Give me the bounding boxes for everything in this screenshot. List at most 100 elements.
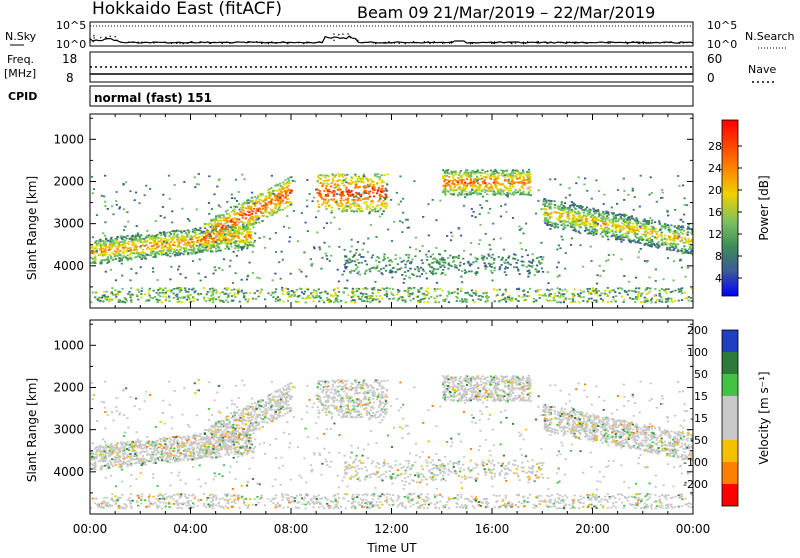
power-point [324, 290, 327, 293]
power-point [130, 256, 133, 259]
power-point [683, 251, 686, 254]
power-point [168, 249, 171, 251]
power-point [475, 189, 479, 192]
power-point [245, 202, 248, 205]
power-point [635, 226, 638, 229]
power-point [520, 191, 523, 194]
power-point [362, 192, 365, 195]
power-point [255, 197, 258, 200]
power-point [336, 188, 339, 191]
power-point [654, 280, 657, 282]
power-point [270, 294, 273, 297]
power-point [486, 170, 489, 173]
power-point [138, 202, 141, 205]
power-point [186, 251, 190, 254]
power-point [383, 255, 386, 258]
noise-dot [383, 41, 385, 44]
power-point [173, 241, 176, 244]
power-point [490, 269, 493, 272]
power-point [368, 207, 371, 210]
power-point [561, 238, 564, 241]
noise-search-label: N.Search [745, 30, 795, 43]
power-point [347, 261, 350, 264]
power-point [342, 291, 345, 294]
power-point [554, 178, 557, 181]
power-point [400, 267, 403, 269]
noise-dot [679, 42, 681, 44]
power-point [645, 233, 648, 236]
power-point [318, 248, 322, 251]
power-point [463, 262, 466, 265]
power-point [655, 233, 658, 235]
power-point [480, 257, 484, 259]
power-point [91, 236, 94, 239]
power-point [252, 226, 255, 229]
power-point [175, 253, 178, 256]
power-point [198, 232, 201, 235]
power-point [350, 203, 354, 205]
power-point [546, 224, 549, 226]
power-point [164, 287, 167, 290]
power-point [514, 257, 517, 260]
power-point [128, 291, 131, 293]
noise-dot [536, 41, 538, 43]
power-point [162, 289, 165, 291]
power-point [229, 233, 232, 235]
power-point [164, 298, 168, 301]
power-point [582, 296, 585, 298]
power-point [391, 267, 394, 269]
power-point [92, 262, 95, 265]
power-point [528, 181, 531, 184]
power-point [227, 246, 230, 249]
cpid-text: normal (fast) 151 [94, 91, 212, 105]
power-point [399, 296, 402, 299]
power-point [210, 222, 213, 225]
power-point [191, 230, 194, 233]
power-point [324, 179, 327, 182]
power-point [321, 174, 325, 177]
power-point [236, 245, 239, 248]
power-point [102, 240, 105, 242]
power-point [337, 208, 340, 210]
power-point [667, 226, 670, 228]
power-point [384, 294, 387, 296]
power-point [185, 233, 189, 236]
power-point [164, 252, 168, 254]
power-point [248, 213, 251, 216]
power-point [479, 193, 482, 195]
power-point [104, 221, 107, 224]
power-point [281, 187, 284, 190]
power-point [686, 240, 689, 243]
power-point [453, 189, 456, 191]
power-point [680, 228, 683, 231]
power-point [152, 250, 155, 253]
power-point [514, 298, 518, 301]
power-point [524, 249, 528, 252]
power-point [121, 257, 124, 259]
power-point [352, 196, 355, 198]
power-point [224, 247, 227, 250]
power-point [623, 232, 626, 235]
power-point [658, 289, 661, 292]
power-point [626, 221, 629, 223]
power-point [494, 186, 497, 189]
power-point [629, 230, 632, 233]
power-point [330, 254, 333, 257]
power-point [664, 290, 667, 292]
power-point [570, 208, 573, 211]
power-point [119, 244, 122, 246]
power-point [237, 230, 240, 232]
power-point [105, 251, 108, 253]
power-point [103, 258, 107, 261]
power-point [249, 240, 252, 243]
power-point [103, 294, 106, 297]
power-point [226, 242, 230, 245]
power-point [356, 208, 359, 210]
power-point [653, 295, 656, 297]
power-point [526, 174, 530, 177]
power-point [326, 174, 329, 177]
power-point [228, 226, 231, 229]
power-point [269, 213, 272, 216]
power-point [132, 252, 136, 255]
power-point [474, 184, 478, 187]
